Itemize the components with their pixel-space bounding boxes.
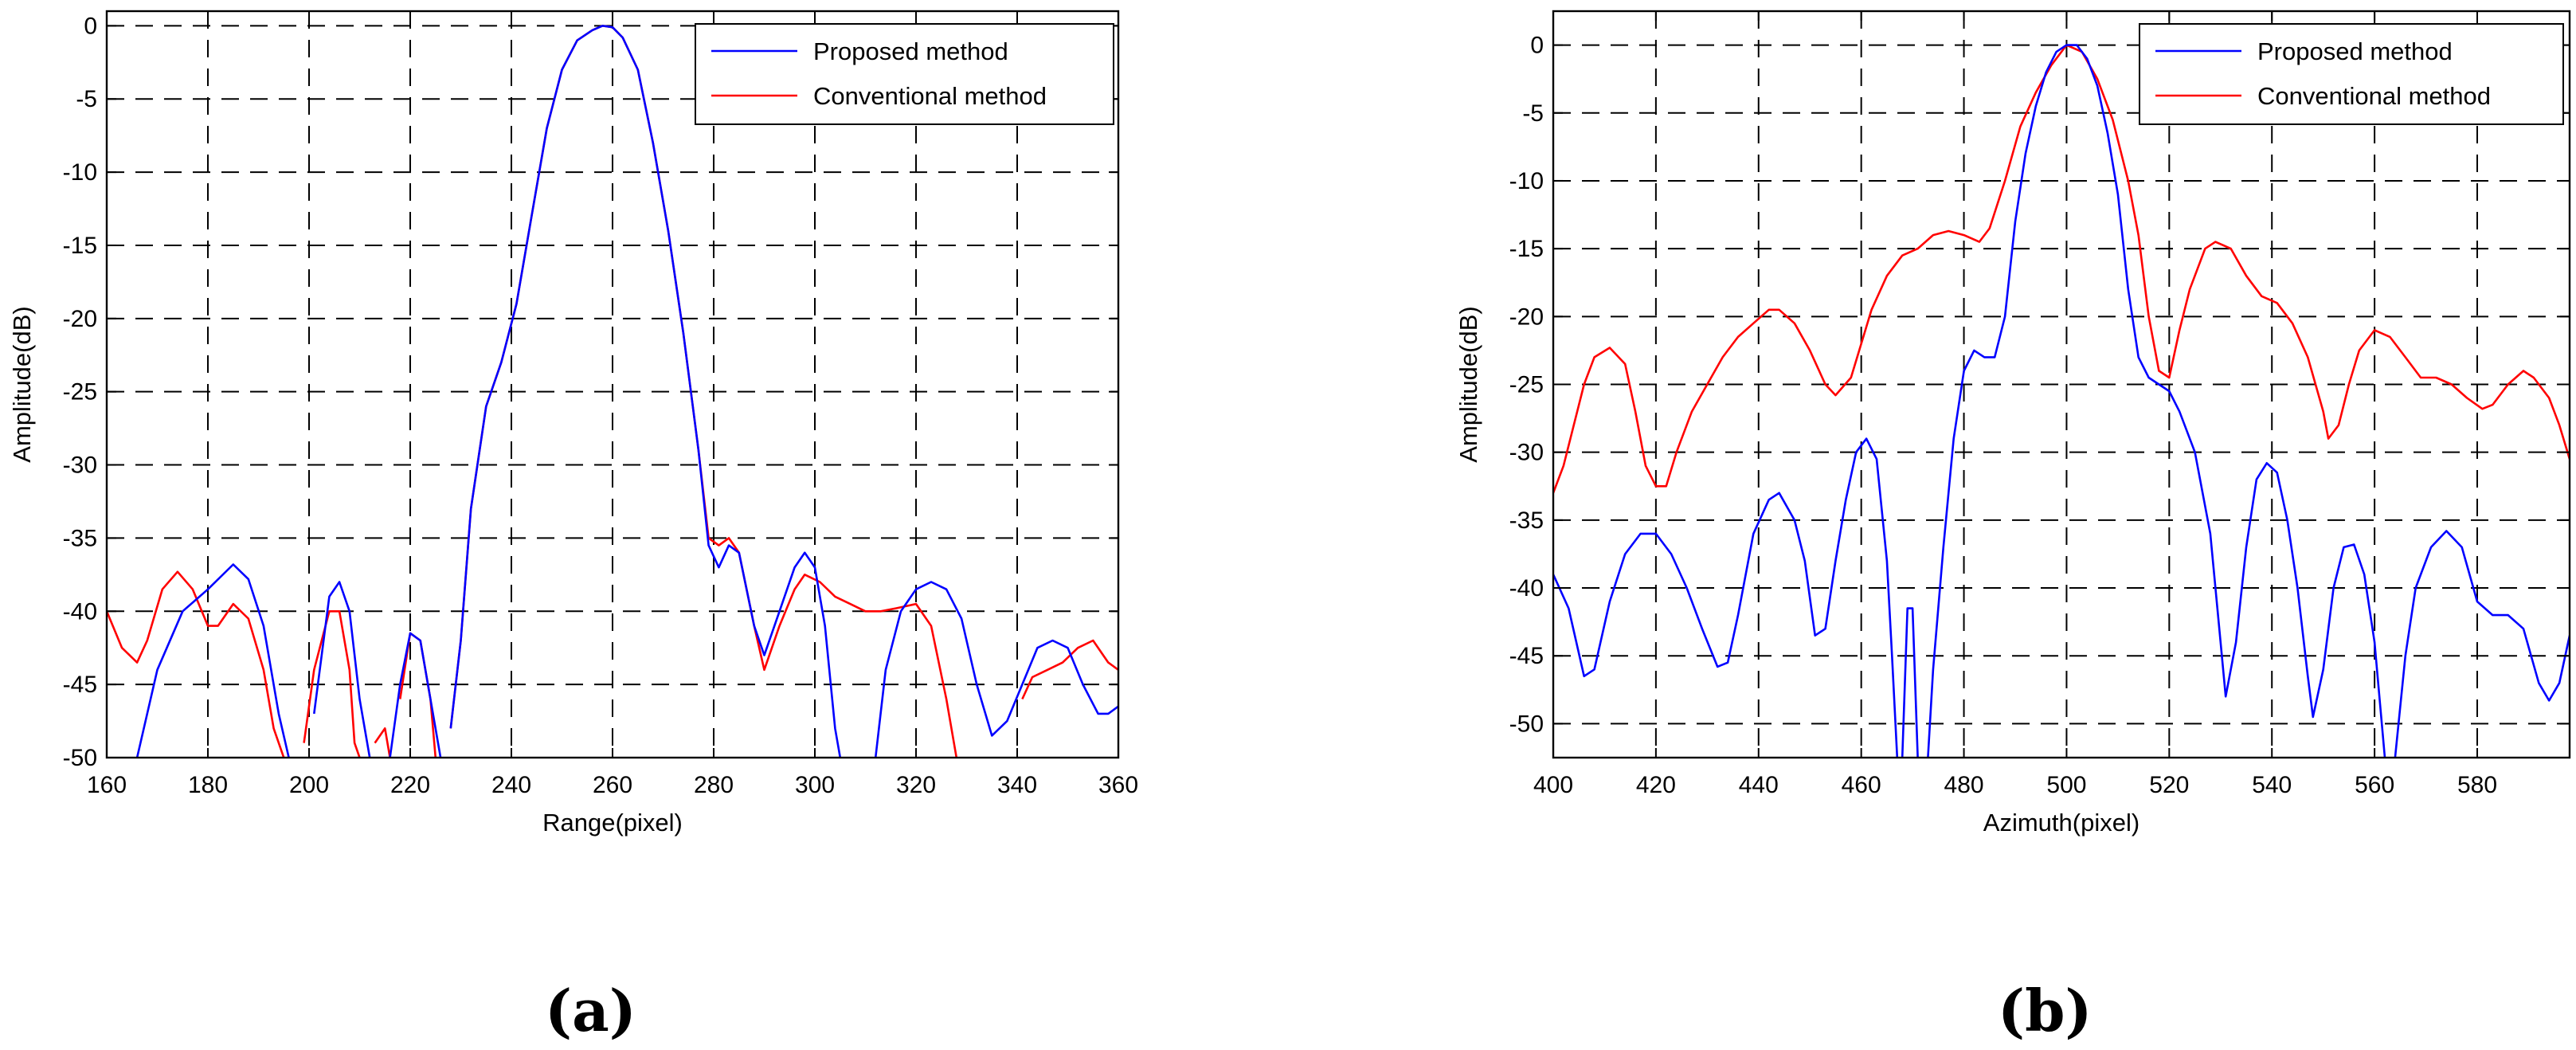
y-tick-label: -45	[1509, 643, 1544, 669]
y-tick-label: -20	[63, 306, 97, 332]
y-tick-label: -50	[63, 745, 97, 771]
y-tick-label: -40	[1509, 575, 1544, 601]
legend-box	[695, 23, 1114, 125]
x-tick-label: 200	[289, 772, 329, 798]
y-tick-label: 0	[1530, 33, 1544, 59]
x-tick-label: 180	[188, 772, 228, 798]
y-tick-label: -40	[63, 598, 97, 625]
y-tick-label: -20	[1509, 304, 1544, 330]
x-axis-label: Range(pixel)	[542, 809, 683, 836]
x-tick-label: 300	[795, 772, 835, 798]
x-tick-label: 240	[491, 772, 531, 798]
x-tick-label: 480	[1944, 772, 1984, 798]
y-tick-label: -5	[1522, 100, 1544, 127]
panel-label-a: (a)	[545, 977, 636, 1044]
y-axis-label: Amplitude(dB)	[8, 306, 36, 462]
x-tick-label: 320	[896, 772, 936, 798]
legend: Proposed method Conventional method	[695, 23, 1114, 125]
y-tick-label: -35	[1509, 507, 1544, 534]
legend-box	[2139, 23, 2564, 125]
x-tick-label: 540	[2252, 772, 2292, 798]
y-tick-label: -45	[63, 672, 97, 698]
y-tick-label: -10	[1509, 168, 1544, 194]
y-tick-label: -25	[63, 379, 97, 406]
x-tick-label: 560	[2355, 772, 2394, 798]
x-tick-label: 500	[2046, 772, 2086, 798]
x-tick-label: 260	[593, 772, 632, 798]
y-tick-label: 0	[84, 13, 97, 39]
series-group	[1553, 44, 2570, 758]
panel-label-b: (b)	[1998, 977, 2093, 1044]
series-line-proposed-method	[1553, 44, 2570, 758]
range-profile-chart: 160 180 200 220 240 260 280 300 320 340 360 0 -5 -10 -…	[8, 10, 1138, 836]
x-tick-label: 360	[1098, 772, 1138, 798]
x-tick-label: 520	[2149, 772, 2189, 798]
x-tick-label: 420	[1636, 772, 1676, 798]
x-tick-label: 220	[390, 772, 430, 798]
y-tick-label: -35	[63, 525, 97, 551]
series-group	[107, 25, 1118, 758]
y-tick-label: -30	[63, 453, 97, 479]
y-axis-label: Amplitude(dB)	[1454, 306, 1482, 462]
azimuth-profile-chart: 400 420 440 460 480 500 520 540 560 580 0 -5 -10 -15 -…	[1454, 10, 2571, 836]
x-tick-label: 280	[694, 772, 734, 798]
y-tick-label: -10	[63, 159, 97, 186]
series-line-proposed-method	[135, 25, 1118, 758]
legend-label: Proposed method	[2257, 37, 2453, 65]
y-tick-label: -15	[1509, 236, 1544, 262]
x-tick-label: 460	[1842, 772, 1881, 798]
x-tick-label: 160	[87, 772, 127, 798]
y-tick-label: -5	[76, 86, 97, 112]
x-tick-label: 400	[1533, 772, 1573, 798]
y-tick-label: -15	[63, 233, 97, 259]
x-tick-label: 340	[997, 772, 1037, 798]
legend-label: Conventional method	[2257, 82, 2491, 110]
x-tick-label: 580	[2457, 772, 2497, 798]
legend-label: Conventional method	[813, 82, 1047, 110]
x-tick-label: 440	[1739, 772, 1779, 798]
y-tick-label: -30	[1509, 440, 1544, 466]
y-tick-label: -25	[1509, 372, 1544, 398]
y-tick-label: -50	[1509, 711, 1544, 737]
legend: Proposed method Conventional method	[2139, 23, 2564, 125]
legend-label: Proposed method	[813, 37, 1008, 65]
x-axis-label: Azimuth(pixel)	[1983, 809, 2139, 836]
